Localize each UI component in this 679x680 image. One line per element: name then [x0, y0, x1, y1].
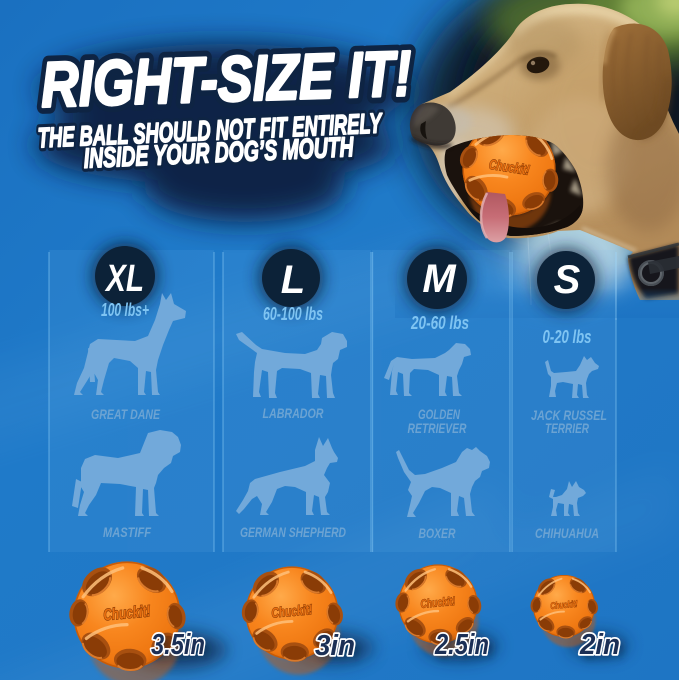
svg-text:3.5in: 3.5in — [151, 629, 205, 661]
svg-text:TERRIER: TERRIER — [545, 420, 590, 436]
svg-text:60-100 lbs: 60-100 lbs — [263, 304, 323, 324]
svg-text:JACK RUSSEL: JACK RUSSEL — [531, 407, 607, 423]
svg-text:CHIHUAHUA: CHIHUAHUA — [535, 525, 599, 541]
svg-text:3in: 3in — [319, 634, 359, 666]
svg-text:XL: XL — [104, 258, 144, 300]
svg-text:M: M — [422, 257, 457, 301]
svg-text:2.5in: 2.5in — [438, 633, 493, 665]
svg-text:0-20 lbs: 0-20 lbs — [543, 327, 592, 347]
svg-text:100 lbs+: 100 lbs+ — [101, 300, 149, 320]
svg-text:GOLDEN: GOLDEN — [418, 406, 461, 422]
svg-text:3.5in: 3.5in — [155, 633, 209, 665]
svg-text:MASTIFF: MASTIFF — [103, 524, 151, 540]
svg-text:GERMAN SHEPHERD: GERMAN SHEPHERD — [240, 524, 346, 540]
svg-text:BOXER: BOXER — [419, 525, 457, 541]
svg-text:GREAT DANE: GREAT DANE — [91, 406, 160, 422]
svg-text:20-60 lbs: 20-60 lbs — [410, 313, 469, 333]
svg-text:RIGHT-SIZE IT!: RIGHT-SIZE IT! — [40, 37, 413, 121]
svg-text:RETRIEVER: RETRIEVER — [408, 420, 468, 436]
svg-text:S: S — [554, 258, 581, 302]
svg-text:2.5in: 2.5in — [434, 629, 489, 661]
svg-text:2in: 2in — [583, 633, 624, 665]
svg-text:L: L — [281, 258, 305, 302]
svg-text:2in: 2in — [579, 629, 620, 661]
svg-text:LABRADOR: LABRADOR — [263, 405, 325, 421]
svg-text:3in: 3in — [315, 630, 355, 662]
